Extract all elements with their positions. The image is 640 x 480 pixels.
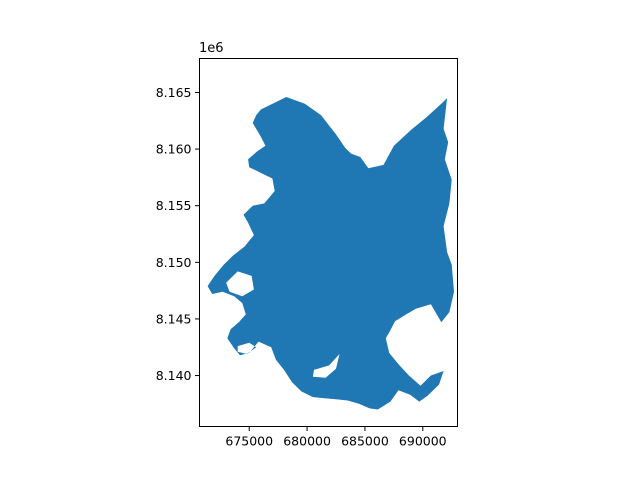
plot-area	[207, 97, 454, 410]
y-axis: 8.140 8.145 8.150 8.155 8.160 8.165	[156, 85, 200, 383]
y-tick-label: 8.145	[156, 311, 192, 326]
x-axis: 675000 680000 685000 690000	[225, 426, 447, 449]
y-tick-label: 8.160	[156, 142, 192, 157]
y-tick-label: 8.155	[156, 198, 192, 213]
x-tick-label: 675000	[225, 434, 273, 449]
y-tick-label: 8.140	[156, 368, 192, 383]
y-offset-label: 1e6	[199, 41, 224, 56]
region-polygon	[207, 97, 454, 410]
x-tick-label: 680000	[283, 434, 331, 449]
x-tick-label: 685000	[341, 434, 389, 449]
axes-frame	[199, 58, 458, 427]
x-tick-label: 690000	[399, 434, 447, 449]
y-tick-label: 8.165	[156, 85, 192, 100]
y-tick-label: 8.150	[156, 255, 192, 270]
